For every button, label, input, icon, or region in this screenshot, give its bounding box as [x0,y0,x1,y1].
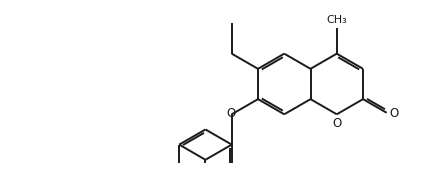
Text: CH₃: CH₃ [327,15,347,25]
Text: O: O [389,107,398,120]
Text: O: O [332,117,342,130]
Text: O: O [226,107,235,120]
